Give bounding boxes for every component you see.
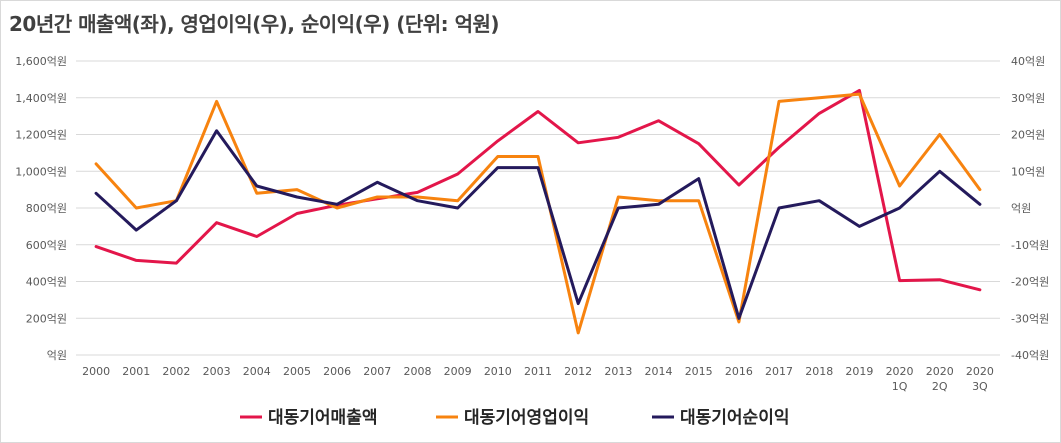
- x-tick-label: 2011: [524, 365, 552, 378]
- left-tick-label: 억원: [47, 349, 67, 362]
- legend-label: 대동기어순이익: [680, 408, 789, 428]
- x-tick-label: 2006: [323, 365, 351, 378]
- x-tick-label: 2016: [725, 365, 753, 378]
- left-tick-label: 1,600억원: [15, 55, 67, 68]
- x-tick-label: 2008: [403, 365, 431, 378]
- x-tick-label: 2012: [564, 365, 592, 378]
- series-line-2: [94, 92, 982, 335]
- x-tick-label: 2010: [484, 365, 512, 378]
- legend-label: 대동기어영업이익: [464, 408, 589, 428]
- right-axis-ticks: -40억원 -30억원 -20억원 -10억원 억원 10억원 20억원 30억원 40억원: [1011, 55, 1049, 362]
- x-tick-label: 2003: [203, 365, 231, 378]
- left-tick-label: 1,000억원: [15, 165, 67, 178]
- left-tick-label: 600억원: [26, 239, 67, 252]
- right-tick-label: 10억원: [1011, 165, 1045, 178]
- left-axis-ticks: 억원 200억원 400억원 600억원 800억원 1,000억원 1,200억원 1,40…: [15, 55, 67, 362]
- x-axis-ticks: 2000 2001 2002 2003 2004 2005 2006 2007 2008 2009…: [82, 365, 994, 393]
- x-tick-label: 2018: [805, 365, 833, 378]
- x-tick-label: 2020 2Q: [926, 365, 954, 393]
- x-tick-label: 2014: [645, 365, 673, 378]
- right-tick-label: 20억원: [1011, 129, 1045, 142]
- legend-label: 대동기어매출액: [268, 408, 377, 428]
- right-tick-label: 억원: [1011, 202, 1031, 215]
- x-tick-label: 2013: [604, 365, 632, 378]
- right-tick-label: -30억원: [1011, 312, 1049, 325]
- x-tick-label: 2009: [444, 365, 472, 378]
- series-lines: [94, 88, 982, 335]
- x-tick-label: 2002: [162, 365, 190, 378]
- left-tick-label: 200억원: [26, 312, 67, 325]
- left-tick-label: 400억원: [26, 276, 67, 289]
- x-tick-label: 2007: [363, 365, 391, 378]
- x-tick-label: 2004: [243, 365, 271, 378]
- legend: 대동기어매출액 대동기어영업이익 대동기어순이익: [240, 408, 789, 428]
- x-tick-label: 2000: [82, 365, 110, 378]
- left-tick-label: 1,200억원: [15, 129, 67, 142]
- x-tick-label: 2015: [685, 365, 713, 378]
- left-tick-label: 1,400억원: [15, 92, 67, 105]
- series-line-1: [94, 88, 982, 292]
- x-tick-label: 2001: [122, 365, 150, 378]
- right-tick-label: -20억원: [1011, 276, 1049, 289]
- right-tick-label: -10억원: [1011, 239, 1049, 252]
- right-tick-label: -40억원: [1011, 349, 1049, 362]
- x-tick-label: 2020 1Q: [886, 365, 914, 393]
- right-tick-label: 30억원: [1011, 92, 1045, 105]
- x-tick-label: 2020 3Q: [966, 365, 994, 393]
- chart-title: 20년간 매출액(좌), 영업이익(우), 순이익(우) (단위: 억원): [9, 12, 500, 36]
- x-tick-label: 2005: [283, 365, 311, 378]
- x-tick-label: 2017: [765, 365, 793, 378]
- series-line-3: [94, 129, 982, 320]
- x-tick-label: 2019: [845, 365, 873, 378]
- right-tick-label: 40억원: [1011, 55, 1045, 68]
- left-tick-label: 800억원: [26, 202, 67, 215]
